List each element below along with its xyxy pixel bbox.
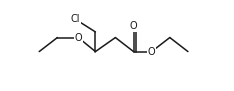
- Text: Cl: Cl: [71, 14, 80, 24]
- Text: O: O: [130, 21, 137, 31]
- Text: O: O: [74, 33, 82, 43]
- Text: O: O: [148, 47, 155, 57]
